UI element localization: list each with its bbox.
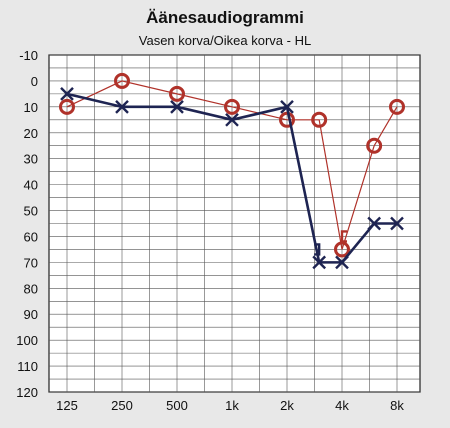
- circle-marker: [366, 137, 383, 154]
- y-tick-label: 60: [24, 229, 38, 244]
- circle-marker: [169, 85, 185, 102]
- x-marker: [367, 216, 382, 231]
- x-marker: [312, 255, 327, 270]
- y-tick-label: 110: [17, 359, 38, 374]
- bone-conduction-marker: [340, 230, 347, 243]
- circle-marker: [311, 111, 328, 128]
- x-marker: [60, 87, 74, 101]
- x-marker: [225, 112, 239, 127]
- y-tick-label: -10: [19, 48, 38, 63]
- bone-conduction-marker: [314, 243, 321, 256]
- circle-marker: [279, 111, 295, 128]
- y-tick-label: 30: [24, 152, 38, 167]
- axes: -10 0 10 20 30 40 50 60 70 80 90 100 110 120 125 250 500…: [16, 48, 404, 413]
- x-tick-label: 250: [111, 398, 133, 413]
- y-tick-label: 90: [24, 307, 38, 322]
- circle-marker: [224, 98, 240, 115]
- circle-marker: [114, 72, 130, 89]
- x-tick-label: 8k: [390, 398, 404, 413]
- x-marker: [335, 255, 349, 270]
- y-tick-label: 120: [16, 385, 38, 400]
- circle-marker: [334, 241, 350, 258]
- y-tick-label: 40: [24, 178, 38, 193]
- y-tick-label: 0: [31, 74, 38, 89]
- x-tick-label: 125: [56, 398, 78, 413]
- y-tick-label: 100: [16, 333, 38, 348]
- x-marker: [280, 99, 294, 114]
- grid: [48, 54, 421, 393]
- y-tick-label: 10: [24, 100, 38, 115]
- x-marker: [170, 99, 184, 114]
- series: [59, 72, 405, 270]
- y-tick-label: 80: [24, 281, 38, 296]
- y-tick-label: 50: [24, 204, 38, 219]
- chart-title: Äänesaudiogrammi: [146, 8, 304, 27]
- x-tick-label: 4k: [335, 398, 349, 413]
- x-marker: [390, 216, 404, 231]
- chart-subtitle: Vasen korva/Oikea korva - HL: [138, 33, 312, 48]
- x-tick-label: 2k: [280, 398, 294, 413]
- x-tick-label: 1k: [225, 398, 239, 413]
- series-circle-line: [66, 80, 398, 250]
- x-marker: [115, 99, 129, 114]
- x-tick-label: 500: [166, 398, 188, 413]
- circle-marker: [59, 98, 75, 115]
- y-tick-label: 20: [24, 126, 38, 141]
- circle-marker: [389, 98, 405, 115]
- y-tick-label: 70: [24, 255, 38, 270]
